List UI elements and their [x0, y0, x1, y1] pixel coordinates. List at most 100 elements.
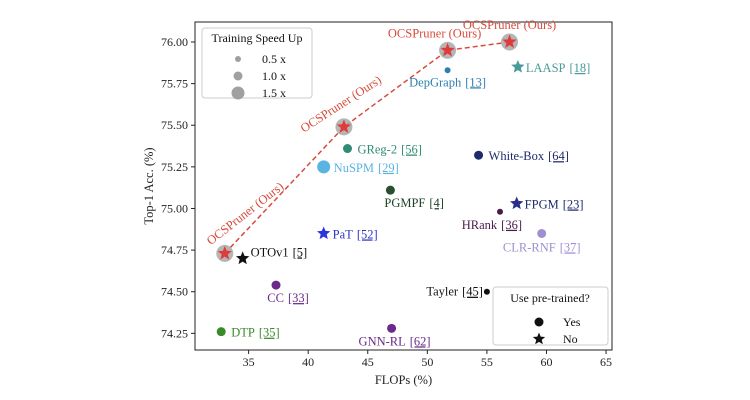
label-clrrnf-name: CLR-RNF: [503, 240, 556, 254]
label-laasp: LAASP [18]: [526, 61, 590, 75]
point-pgmpf: [385, 185, 395, 195]
legend-pretrained-title: Use pre-trained?: [510, 291, 590, 305]
label-cc-ref: [33]: [288, 291, 309, 305]
label-pat: PaT [52]: [333, 227, 378, 241]
label-dtp: DTP [35]: [231, 326, 279, 340]
x-tick-label: 45: [362, 355, 374, 369]
label-hrank: HRank [36]: [462, 218, 522, 232]
label-nuspm-ref: [29]: [378, 161, 399, 175]
label-laasp-ref: [18]: [569, 61, 590, 75]
point-tayler: [483, 288, 490, 295]
label-pgmpf-name: PGMPF: [384, 196, 425, 210]
x-tick-label: 50: [421, 355, 433, 369]
label-gnnrl: GNN-RL [62]: [359, 334, 431, 348]
label-greg2: GReg-2 [56]: [358, 143, 422, 157]
legend-pretrained-label: No: [563, 332, 578, 346]
y-tick-label: 75.25: [161, 160, 188, 174]
legend-speed-marker: [231, 86, 245, 100]
label-hrank-ref: [36]: [501, 218, 522, 232]
y-tick-label: 75.00: [161, 201, 188, 215]
x-axis-label: FLOPs (%): [375, 373, 432, 387]
x-tick-label: 65: [600, 355, 612, 369]
label-pat-ref: [52]: [357, 227, 378, 241]
point-hrank: [497, 208, 504, 215]
legend-pretrained-label: Yes: [563, 315, 581, 329]
label-clrrnf: CLR-RNF [37]: [503, 240, 581, 254]
label-greg2-ref: [56]: [401, 143, 422, 157]
label-hrank-name: HRank: [462, 218, 498, 232]
label-depgraph-name: DepGraph: [409, 75, 462, 89]
point-laasp-star: [511, 59, 525, 73]
plot-frame: [194, 21, 613, 351]
point-depgraph: [444, 67, 451, 74]
label-tayler: Tayler [45]: [426, 285, 483, 299]
legend-speed-label: 0.5 x: [262, 52, 286, 66]
label-laasp-name: LAASP: [526, 61, 566, 75]
point-nuspm: [317, 160, 331, 174]
label-depgraph-ref: [13]: [465, 75, 486, 89]
y-tick-label: 75.50: [161, 118, 188, 132]
point-cc: [271, 280, 281, 290]
point-ocs3-star: [440, 42, 455, 57]
x-tick-label: 40: [302, 355, 314, 369]
label-cc-name: CC: [267, 291, 284, 305]
y-tick-label: 74.50: [161, 285, 188, 299]
y-tick-label: 75.75: [161, 77, 188, 91]
label-whitebox-ref: [64]: [548, 149, 569, 163]
point-ocs4-star: [502, 34, 517, 49]
x-tick-label: 60: [540, 355, 552, 369]
label-otov1-name: OTOv1: [251, 245, 289, 259]
label-ocs1-name: OCSPruner (Ours): [204, 179, 286, 248]
point-greg2: [343, 144, 353, 154]
point-gnnrl: [387, 323, 397, 333]
legend-speed-title: Training Speed Up: [212, 31, 303, 45]
point-ocs2-star: [336, 119, 352, 133]
legend-speed-box: [201, 27, 313, 99]
label-whitebox-name: White-Box: [489, 149, 545, 163]
y-axis-label: Top-1 Acc. (%): [142, 147, 156, 224]
point-clrrnf: [537, 228, 547, 238]
label-depgraph: DepGraph [13]: [409, 75, 486, 89]
label-ocs4: OCSPruner (Ours): [463, 18, 556, 32]
legend-pretrained: Use pre-trained? Yes No: [492, 286, 609, 346]
label-ocs3-name: OCSPruner (Ours): [388, 26, 481, 40]
label-dtp-ref: [35]: [259, 326, 280, 340]
legend-speed-label: 1.5 x: [262, 86, 286, 100]
legend-speed-marker: [235, 56, 241, 62]
label-tayler-ref: [45]: [462, 285, 483, 299]
point-otov1-star: [236, 251, 250, 265]
x-tick-label: 35: [243, 355, 255, 369]
label-pgmpf: PGMPF [4]: [384, 196, 444, 210]
point-fpgm-star: [510, 196, 524, 210]
axes-group: 35 40 45 50 55 60 65 74.25 74.50 74.75 75.00 75.25 7…: [161, 21, 613, 369]
label-ocs4-name: OCSPruner (Ours): [463, 18, 556, 32]
legend-training-speed: Training Speed Up 0.5 x 1.0 x 1.5 x: [201, 27, 313, 100]
y-tick-label: 74.25: [161, 326, 188, 340]
point-dtp: [216, 327, 226, 337]
x-tick-label: 55: [481, 355, 493, 369]
legend-speed-label: 1.0 x: [262, 69, 286, 83]
label-ocs1: OCSPruner (Ours): [204, 179, 286, 248]
label-dtp-name: DTP: [231, 326, 255, 340]
point-ocs1-star: [217, 245, 232, 260]
y-tick-label: 76.00: [161, 35, 188, 49]
label-greg2-name: GReg-2: [358, 143, 398, 157]
legend-pretrained-star-marker: [532, 332, 546, 345]
label-gnnrl-name: GNN-RL: [359, 334, 406, 348]
point-whitebox: [474, 150, 484, 160]
label-fpgm: FPGM [23]: [525, 197, 584, 211]
legend-pretrained-box: [492, 286, 609, 346]
label-gnnrl-ref: [62]: [410, 334, 431, 348]
label-pat-name: PaT: [333, 227, 354, 241]
label-whitebox: White-Box [64]: [489, 149, 569, 163]
label-clrrnf-ref: [37]: [560, 240, 581, 254]
data-points-group: [216, 33, 547, 337]
label-nuspm-name: NuSPM: [334, 161, 374, 175]
y-tick-label: 74.75: [161, 243, 188, 257]
label-otov1: OTOv1 [5]: [251, 245, 308, 259]
label-fpgm-ref: [23]: [563, 197, 584, 211]
label-nuspm: NuSPM [29]: [334, 161, 399, 175]
label-ocs3: OCSPruner (Ours): [388, 26, 481, 40]
label-cc: CC [33]: [267, 291, 309, 305]
